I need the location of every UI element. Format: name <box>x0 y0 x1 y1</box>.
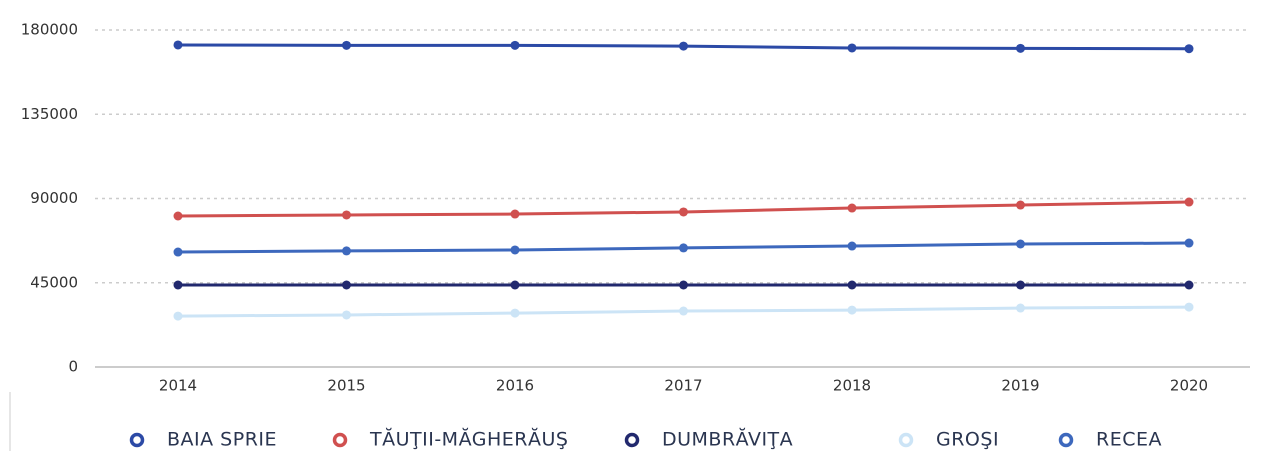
x-tick-label: 2014 <box>159 377 197 395</box>
point <box>173 280 183 290</box>
x-tick-label: 2018 <box>833 377 871 395</box>
x-tick-label: 2019 <box>1001 377 1039 395</box>
point <box>679 207 688 217</box>
point <box>679 41 688 51</box>
point <box>847 203 857 213</box>
legend-marker <box>129 432 145 448</box>
x-tick-label: 2015 <box>327 377 365 395</box>
legend-label: RECEA <box>1096 429 1162 451</box>
point <box>847 241 857 251</box>
y-tick-label: 135000 <box>21 105 78 123</box>
point <box>342 280 351 290</box>
point <box>173 247 183 257</box>
legend-marker <box>898 432 914 448</box>
point <box>679 280 688 290</box>
point <box>510 245 520 255</box>
legend-label: GROŞI <box>936 429 999 451</box>
x-tick-label: 2016 <box>496 377 534 395</box>
point <box>342 310 351 320</box>
point <box>847 305 857 315</box>
point <box>1016 200 1025 210</box>
y-tick-label: 90000 <box>30 189 78 207</box>
point <box>1184 197 1194 207</box>
point <box>847 43 857 53</box>
point <box>342 40 351 50</box>
point <box>1184 44 1194 54</box>
point <box>1184 238 1194 248</box>
point <box>1016 303 1025 313</box>
point <box>1184 280 1194 290</box>
point <box>679 243 688 253</box>
legend-label: DUMBRĂVIŢA <box>662 427 793 451</box>
y-tick-label: 180000 <box>21 21 78 39</box>
point <box>173 311 183 321</box>
point <box>510 209 520 219</box>
legend-marker <box>1058 432 1074 448</box>
point <box>510 308 520 318</box>
x-tick-label: 2020 <box>1170 377 1208 395</box>
legend-label: BAIA SPRIE <box>167 429 277 451</box>
point <box>1016 43 1025 53</box>
point <box>847 280 857 290</box>
point <box>679 306 688 316</box>
y-tick-label: 45000 <box>30 273 78 291</box>
point <box>1016 239 1025 249</box>
point <box>1016 280 1025 290</box>
point <box>510 40 520 50</box>
legend-marker <box>624 432 640 448</box>
point <box>342 210 351 220</box>
point <box>1184 302 1194 312</box>
legend-label: TĂUŢII-MĂGHERĂUŞ <box>369 427 568 451</box>
point <box>342 246 351 256</box>
y-tick-label: 0 <box>68 358 78 376</box>
x-tick-label: 2017 <box>664 377 702 395</box>
legend-marker <box>332 432 348 448</box>
point <box>510 280 520 290</box>
point <box>173 40 183 50</box>
point <box>173 211 183 221</box>
